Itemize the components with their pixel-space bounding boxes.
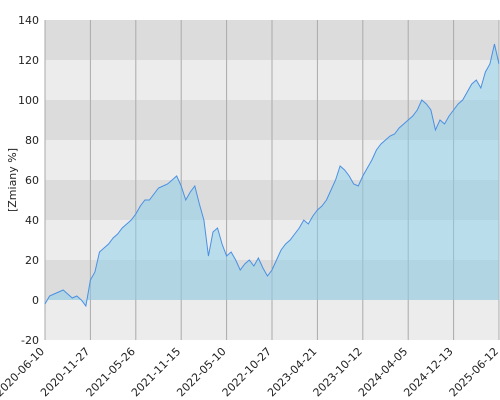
y-tick-label: 100 [18, 94, 39, 107]
y-tick-label: 120 [18, 54, 39, 67]
y-tick-label: 80 [25, 134, 39, 147]
y-tick-label: 20 [25, 254, 39, 267]
y-tick-label: -20 [21, 334, 39, 347]
y-tick-label: 140 [18, 14, 39, 27]
y-tick-label: 40 [25, 214, 39, 227]
area [45, 44, 499, 306]
y-axis-label: [Zmiany %] [6, 148, 19, 212]
y-tick-label: 60 [25, 174, 39, 187]
x-tick-label: 2025-06-12 [447, 345, 500, 399]
line [44, 43, 500, 308]
y-tick-label: 0 [32, 294, 39, 307]
